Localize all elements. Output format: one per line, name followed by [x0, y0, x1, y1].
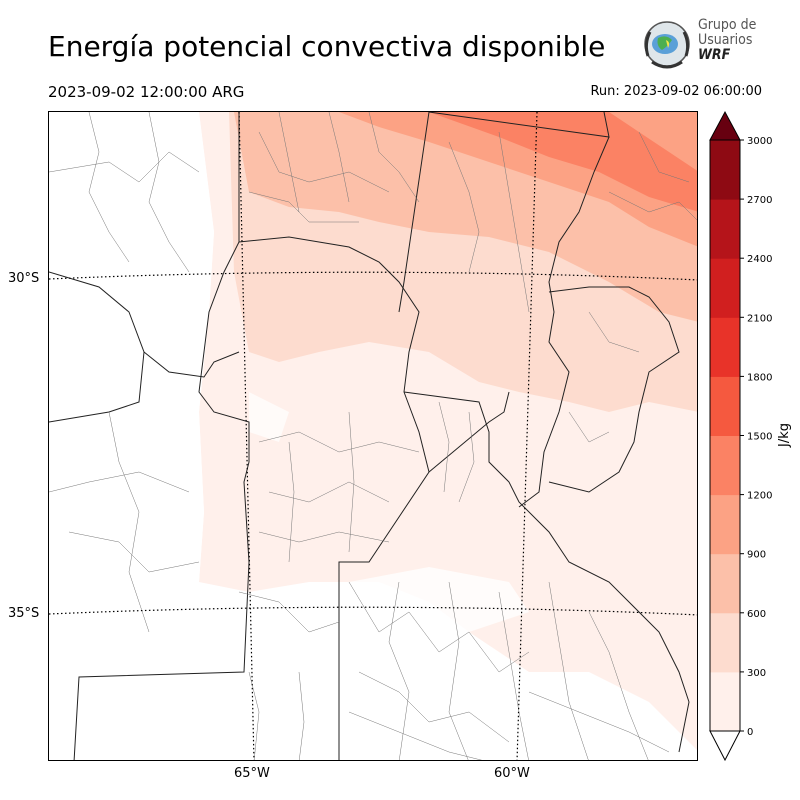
colorbar-tick-label: 3000 — [747, 136, 772, 147]
colorbar-tick-label: 1800 — [747, 372, 772, 383]
globe-logo-icon — [644, 21, 690, 69]
cape-band-1200 — [429, 112, 697, 212]
colorbar-tick-label: 2700 — [747, 195, 772, 206]
colorbar-top-extension — [709, 110, 741, 141]
department-borders — [49, 112, 697, 760]
colorbar-segment — [710, 199, 740, 259]
logo: Grupo de Usuarios WRF — [638, 16, 768, 74]
colorbar-tick-label: 1200 — [747, 491, 772, 502]
run-time: Run: 2023-09-02 06:00:00 — [590, 84, 762, 99]
low-cape-patch — [249, 392, 289, 442]
colorbar-bottom-extension — [709, 730, 741, 762]
colorbar-segment — [710, 376, 740, 436]
colorbar-segment — [710, 435, 740, 496]
colorbar-tick-label: 300 — [747, 668, 766, 679]
cape-map — [49, 112, 697, 760]
lat-label-35s: 35°S — [8, 606, 40, 621]
colorbar-tick-label: 0 — [747, 727, 753, 738]
colorbar-tick-label: 900 — [747, 550, 766, 561]
colorbar-label: J/kg — [777, 423, 792, 448]
graticule — [49, 112, 697, 760]
colorbar-segment — [710, 140, 740, 200]
colorbar-segment — [710, 612, 740, 673]
low-cape-patch — [49, 112, 214, 760]
map-panel — [48, 111, 698, 761]
colorbar-tick-label: 2400 — [747, 254, 772, 265]
lon-label-60w: 60°W — [494, 766, 530, 781]
colorbar-segment — [710, 317, 740, 377]
lat-label-30s: 30°S — [8, 271, 40, 286]
colorbar-tick-label: 600 — [747, 609, 766, 620]
colorbar-segment — [710, 671, 740, 732]
colorbar-segment — [710, 553, 740, 614]
colorbar-segment — [710, 494, 740, 555]
page-title: Energía potencial convectiva disponible — [48, 30, 606, 63]
lon-label-65w: 65°W — [234, 766, 270, 781]
low-cape-patch — [349, 567, 529, 632]
colorbar-tick-label: 2100 — [747, 313, 772, 324]
valid-time: 2023-09-02 12:00:00 ARG — [48, 83, 245, 101]
colorbar-tick-label: 1500 — [747, 432, 772, 443]
colorbar-segment — [710, 258, 740, 318]
logo-text: Grupo de Usuarios WRF — [698, 17, 757, 63]
